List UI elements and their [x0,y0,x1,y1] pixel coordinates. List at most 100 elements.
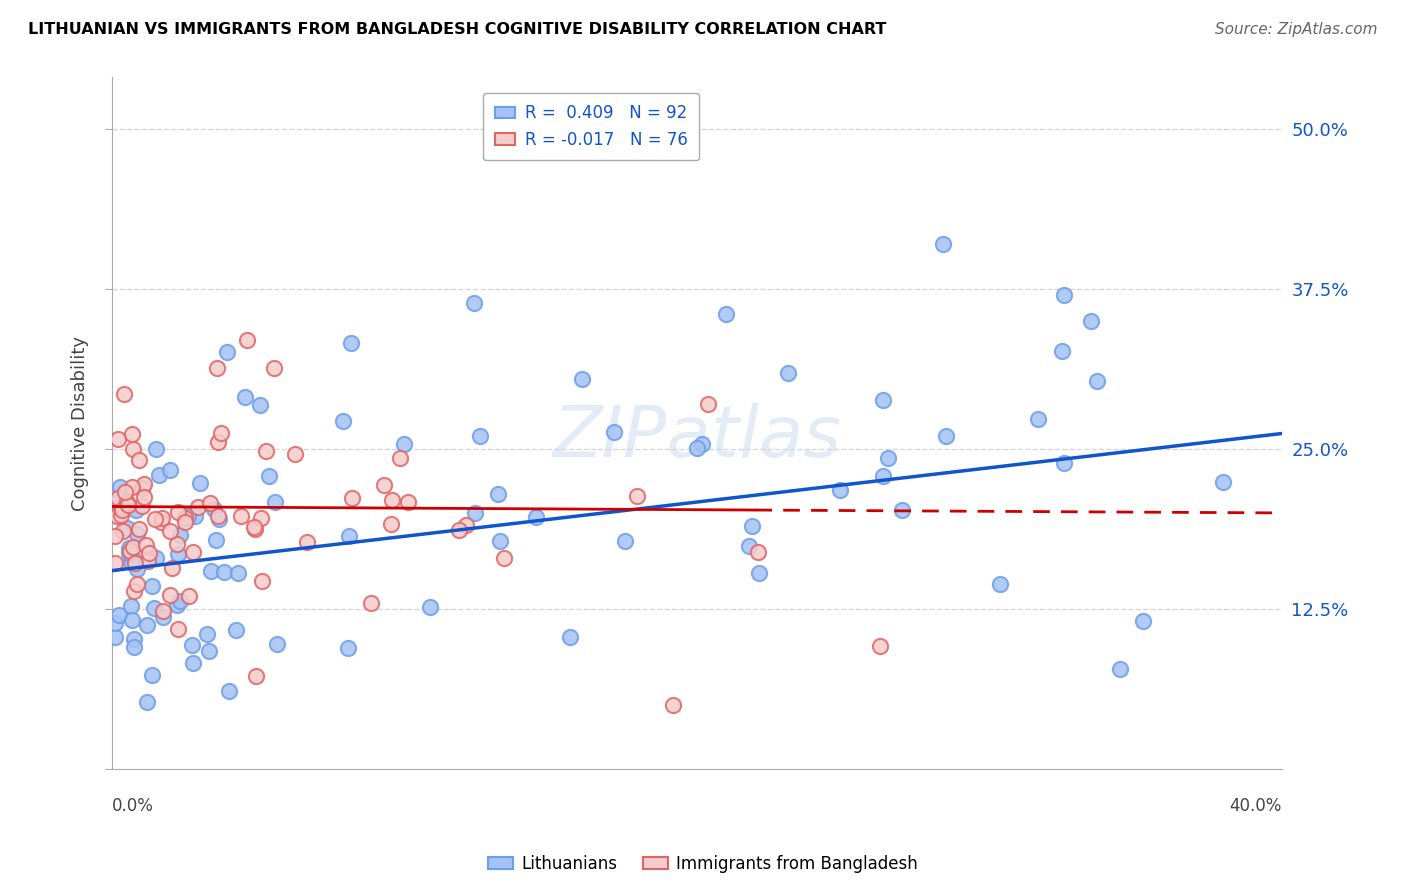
Point [218,684,240,698]
Point [169,528,191,542]
Point [166,537,188,551]
Point [141,579,163,593]
Point [128,522,150,536]
Point [188,475,211,490]
Legend: Lithuanians, Immigrants from Bangladesh: Lithuanians, Immigrants from Bangladesh [482,848,924,880]
Point [935,429,957,443]
Point [184,509,207,524]
Point [381,492,404,507]
Point [229,509,252,524]
Point [198,644,221,658]
Point [177,508,200,523]
Point [135,538,157,552]
Point [661,698,683,712]
Point [120,544,142,558]
Point [125,577,148,591]
Point [340,491,363,506]
Point [145,550,167,565]
Point [145,442,167,456]
Point [112,524,135,539]
Point [122,442,145,456]
Point [121,480,143,494]
Point [1026,411,1049,425]
Point [254,443,277,458]
Point [207,434,229,449]
Point [169,594,191,608]
Point [245,669,267,683]
Point [872,393,894,408]
Point [869,640,891,654]
Point [748,566,770,581]
Point [209,425,232,440]
Point [872,468,894,483]
Point [104,528,127,542]
Point [127,562,149,576]
Point [173,515,195,529]
Point [122,632,145,646]
Point [117,498,139,512]
Point [602,425,624,439]
Point [198,496,221,510]
Point [166,622,188,636]
Point [134,490,156,504]
Point [160,561,183,575]
Point [360,596,382,610]
Point [776,366,799,380]
Point [143,600,166,615]
Point [1052,343,1074,358]
Point [128,452,150,467]
Point [205,533,228,548]
Point [741,518,763,533]
Point [195,627,218,641]
Point [692,437,714,451]
Point [131,499,153,513]
Point [716,307,738,321]
Point [110,508,132,523]
Point [337,641,360,656]
Point [152,604,174,618]
Point [988,577,1011,591]
Point [418,600,440,615]
Point [488,487,510,501]
Point [250,511,273,525]
Point [136,695,159,709]
Point [243,522,266,536]
Point [136,618,159,632]
Point [104,616,127,631]
Text: 0.0%: 0.0% [112,797,155,814]
Point [104,630,127,644]
Point [492,551,515,566]
Point [1053,456,1076,470]
Point [148,467,170,482]
Point [136,553,159,567]
Point [122,552,145,566]
Point [117,546,139,560]
Point [226,566,249,580]
Point [337,528,360,542]
Point [454,518,477,533]
Legend: R =  0.409   N = 92, R = -0.017   N = 76: R = 0.409 N = 92, R = -0.017 N = 76 [484,93,699,161]
Point [524,510,547,524]
Point [207,360,229,375]
Point [125,503,148,517]
Point [181,638,204,652]
Point [696,397,718,411]
Text: ZIPatlas: ZIPatlas [553,402,841,472]
Point [141,667,163,681]
Point [207,509,229,524]
Y-axis label: Cognitive Disability: Cognitive Disability [72,335,89,511]
Point [233,390,256,404]
Point [131,481,153,495]
Point [152,610,174,624]
Point [159,463,181,477]
Point [828,483,851,498]
Text: Source: ZipAtlas.com: Source: ZipAtlas.com [1215,22,1378,37]
Point [149,515,172,529]
Point [284,447,307,461]
Point [560,630,582,644]
Point [571,372,593,386]
Point [120,555,142,569]
Point [107,432,129,446]
Point [263,360,285,375]
Point [107,491,129,505]
